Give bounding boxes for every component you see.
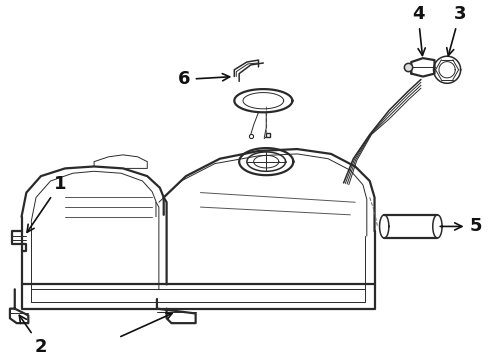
Text: 2: 2 [19, 315, 47, 356]
Text: 6: 6 [178, 71, 230, 89]
Text: 4: 4 [412, 5, 425, 55]
Text: 3: 3 [447, 5, 466, 55]
Text: 1: 1 [27, 175, 67, 232]
Text: 5: 5 [440, 217, 482, 235]
